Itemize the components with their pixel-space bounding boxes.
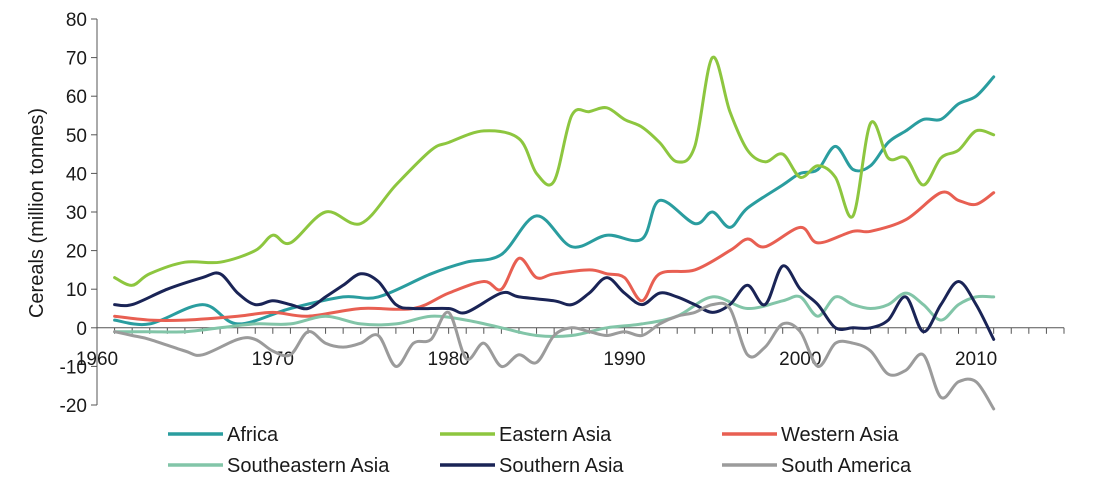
legend-label-south-america: South America — [781, 455, 912, 477]
legend: Africa Eastern Asia Western Asia Southeaste… — [168, 424, 912, 477]
y-axis-title: Cereals (million tonnes) — [26, 108, 48, 318]
legend-label-western-asia: Western Asia — [781, 424, 899, 446]
x-tick-label: 1960 — [76, 349, 118, 370]
series-line-southeastern-asia — [113, 291, 996, 338]
y-tick-label: 40 — [66, 164, 87, 185]
x-tick-label: 2000 — [779, 349, 821, 370]
y-tick-label: 50 — [66, 126, 87, 147]
y-tick-label: 60 — [66, 87, 87, 108]
y-tick-label: 0 — [76, 319, 87, 340]
series-line-africa — [113, 75, 996, 327]
y-tick-label: 20 — [66, 242, 87, 263]
y-tick-label: -10 — [60, 357, 87, 378]
series-lines — [113, 55, 996, 411]
y-tick-label: 80 — [66, 10, 87, 31]
series-line-south-america — [113, 301, 996, 411]
x-tick-label: 1980 — [427, 349, 469, 370]
legend-label-eastern-asia: Eastern Asia — [499, 424, 612, 446]
legend-label-southern-asia: Southern Asia — [499, 455, 624, 477]
legend-label-southeastern-asia: Southeastern Asia — [227, 455, 390, 477]
series-line-eastern-asia — [113, 55, 996, 287]
legend-label-africa: Africa — [227, 424, 279, 446]
series-line-southern-asia — [113, 264, 996, 341]
y-tick-label: 70 — [66, 49, 87, 70]
y-tick-label: 10 — [66, 280, 87, 301]
y-axis-tick-labels: -20 -10 0 10 20 30 40 50 60 70 80 — [60, 10, 87, 417]
y-tick-label: 30 — [66, 203, 87, 224]
x-tick-label: 1990 — [603, 349, 645, 370]
x-tick-label: 2010 — [955, 349, 997, 370]
x-axis-tick-labels: 1960 1970 1980 1990 2000 2010 — [76, 349, 997, 370]
y-tick-label: -20 — [60, 396, 87, 417]
series-line-western-asia — [113, 190, 996, 323]
